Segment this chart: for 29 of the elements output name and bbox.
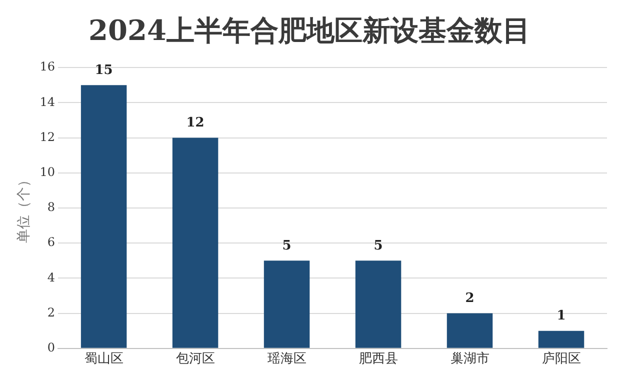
data-label: 2: [465, 291, 474, 306]
data-label: 15: [94, 63, 113, 78]
y-tick-label: 10: [40, 165, 56, 180]
y-tick-label: 4: [47, 270, 56, 284]
y-tick-label: 0: [47, 340, 56, 355]
data-label: 1: [556, 308, 566, 324]
chart-title: 2024上半年合肥地区新设基金数目: [88, 14, 530, 48]
data-label: 5: [282, 238, 292, 254]
y-axis-title: 单位（个）: [16, 173, 32, 243]
bar: [355, 260, 402, 348]
x-tick-label: 包河区: [176, 352, 215, 367]
x-tick-label: 肥西县: [358, 352, 398, 367]
x-tick-label: 蜀山区: [84, 352, 124, 367]
bar: [538, 330, 584, 348]
bar: [264, 260, 310, 348]
bar: [446, 313, 493, 348]
y-tick-label: 16: [40, 60, 56, 74]
data-label: 5: [374, 238, 383, 254]
x-tick-label: 巢湖市: [450, 352, 490, 367]
y-tick-label: 2: [47, 305, 56, 320]
x-tick-label: 瑶海区: [267, 352, 306, 367]
y-tick-label: 14: [40, 94, 56, 109]
bar: [80, 85, 127, 348]
y-tick-label: 12: [40, 130, 56, 144]
x-tick-label: 庐阳区: [542, 350, 581, 367]
y-tick-label: 6: [47, 235, 56, 250]
y-tick-label: 8: [47, 200, 56, 214]
data-label: 12: [186, 116, 204, 131]
bar: [172, 138, 218, 348]
